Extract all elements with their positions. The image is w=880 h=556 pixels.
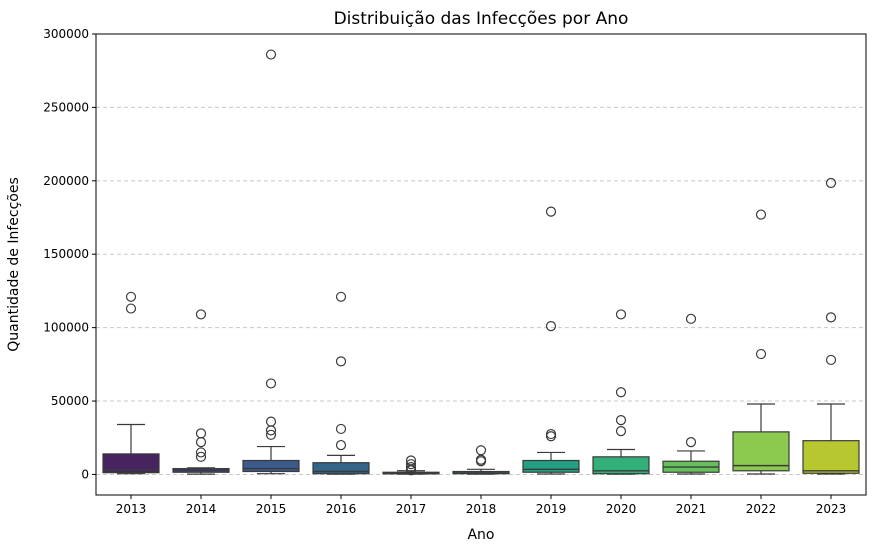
boxes-layer bbox=[102, 49, 860, 476]
x-tick-label: 2022 bbox=[746, 502, 777, 516]
outlier-point bbox=[405, 465, 417, 476]
outlier-point bbox=[475, 445, 487, 456]
outlier-point bbox=[405, 459, 417, 470]
chart-title: Distribuição das Infecções por Ano bbox=[334, 9, 629, 29]
outlier-point bbox=[615, 426, 627, 437]
outlier-point bbox=[125, 291, 137, 302]
x-tick-label: 2023 bbox=[816, 502, 847, 516]
x-axis-label: Ano bbox=[467, 527, 494, 543]
outlier-point bbox=[545, 206, 557, 217]
outlier-point bbox=[125, 303, 137, 314]
outlier-point bbox=[685, 313, 697, 324]
y-tick-label: 50000 bbox=[51, 394, 89, 408]
outlier-point bbox=[755, 348, 767, 360]
box-group-2018 bbox=[452, 445, 510, 475]
box-group-2021 bbox=[662, 313, 720, 475]
ticks-layer: 0 50000 100000 150000 200000 250000 300000 2013… bbox=[43, 27, 846, 516]
x-tick-label: 2015 bbox=[256, 502, 287, 516]
outlier-point bbox=[195, 428, 207, 439]
outlier-point bbox=[335, 423, 347, 435]
outlier-point bbox=[265, 49, 277, 60]
outlier-point bbox=[825, 177, 837, 189]
x-tick-label: 2018 bbox=[466, 502, 497, 516]
box-group-2023 bbox=[802, 177, 860, 475]
outlier-point bbox=[825, 312, 837, 323]
plot-area-frame bbox=[95, 33, 867, 496]
box-group-2020 bbox=[592, 309, 650, 475]
x-tick-label: 2021 bbox=[676, 502, 707, 516]
box-group-2015 bbox=[242, 49, 300, 475]
outlier-point bbox=[335, 291, 347, 302]
outlier-point bbox=[335, 439, 347, 451]
outlier-point bbox=[545, 321, 557, 332]
outlier-point bbox=[615, 415, 627, 426]
iqr-box bbox=[592, 456, 650, 475]
y-tick-label: 200000 bbox=[43, 174, 89, 188]
iqr-box bbox=[242, 459, 300, 473]
y-tick-label: 100000 bbox=[43, 321, 89, 335]
outlier-point bbox=[475, 456, 487, 467]
outlier-point bbox=[265, 378, 277, 389]
box-group-2013 bbox=[102, 291, 160, 475]
y-tick-label: 150000 bbox=[43, 247, 89, 261]
outlier-point bbox=[265, 425, 277, 436]
x-tick-label: 2017 bbox=[396, 502, 427, 516]
outlier-point bbox=[195, 437, 207, 448]
x-tick-label: 2013 bbox=[116, 502, 147, 516]
x-tick-label: 2014 bbox=[186, 502, 217, 516]
iqr-box bbox=[802, 440, 860, 474]
y-tick-label: 0 bbox=[81, 467, 89, 481]
outlier-point bbox=[335, 356, 347, 367]
outlier-point bbox=[825, 354, 837, 366]
box-group-2014 bbox=[172, 309, 230, 475]
iqr-box bbox=[732, 431, 790, 472]
outlier-point bbox=[685, 437, 697, 448]
box-group-2017 bbox=[382, 455, 440, 476]
x-tick-label: 2019 bbox=[536, 502, 567, 516]
outlier-point bbox=[195, 309, 207, 320]
y-tick-label: 250000 bbox=[43, 100, 89, 114]
box-group-2016 bbox=[312, 291, 370, 475]
x-tick-label: 2020 bbox=[606, 502, 637, 516]
y-tick-label: 300000 bbox=[43, 27, 89, 41]
outlier-point bbox=[545, 431, 557, 442]
iqr-box bbox=[102, 453, 160, 474]
iqr-box bbox=[522, 459, 580, 473]
box-group-2019 bbox=[522, 206, 580, 475]
box-group-2022 bbox=[732, 209, 790, 475]
outlier-point bbox=[615, 387, 627, 398]
outlier-point bbox=[195, 447, 207, 458]
outlier-point bbox=[195, 451, 207, 462]
outlier-point bbox=[755, 209, 767, 220]
grid-layer bbox=[96, 33, 866, 475]
outlier-point bbox=[265, 429, 277, 440]
y-axis-label: Quantidade de Infecções bbox=[6, 177, 22, 352]
outlier-point bbox=[545, 428, 557, 440]
outlier-point bbox=[265, 416, 277, 427]
iqr-box bbox=[312, 462, 370, 475]
outlier-point bbox=[615, 309, 627, 320]
x-tick-label: 2016 bbox=[326, 502, 357, 516]
